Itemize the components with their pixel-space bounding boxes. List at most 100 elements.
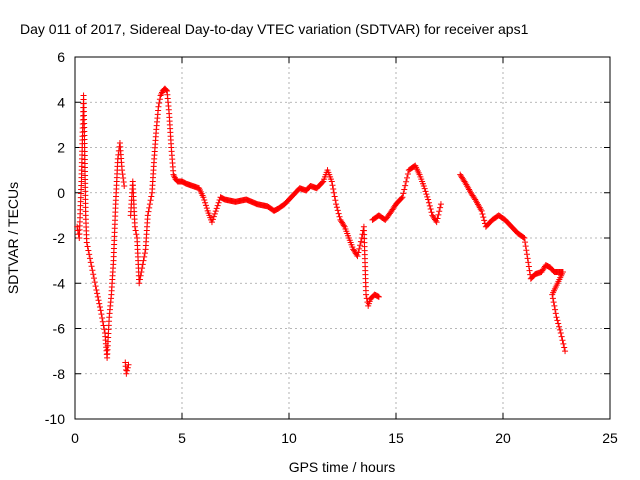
data-point — [357, 238, 364, 245]
data-point — [525, 259, 532, 266]
data-point — [358, 235, 365, 241]
data-point — [88, 263, 95, 270]
data-point — [145, 208, 152, 215]
data-point — [144, 212, 151, 219]
data-point — [553, 314, 560, 321]
data-point — [399, 194, 406, 201]
x-tick-label: 15 — [388, 430, 404, 446]
data-point — [212, 208, 219, 215]
data-point — [354, 253, 361, 260]
y-axis-label: SDTVAR / TECUs — [5, 182, 21, 294]
data-point — [210, 213, 217, 220]
data-point — [86, 251, 93, 258]
data-point — [99, 314, 106, 321]
y-axis-tick-labels: -10 -8 -6 -4 -2 0 2 4 6 — [45, 49, 65, 427]
data-point — [213, 205, 220, 212]
data-point — [96, 304, 103, 311]
data-point — [92, 283, 99, 290]
y-tick-label: -2 — [53, 230, 66, 246]
data-point — [155, 103, 162, 110]
data-point — [87, 259, 94, 266]
data-point — [561, 344, 568, 351]
data-point — [90, 275, 97, 282]
data-point — [558, 333, 565, 340]
data-point — [550, 299, 557, 306]
data-point — [525, 263, 532, 270]
data-point — [549, 295, 556, 302]
y-tick-label: 0 — [57, 185, 65, 201]
data-point — [400, 190, 407, 197]
y-tick-label: -4 — [53, 275, 66, 291]
data-point — [375, 293, 382, 300]
data-point — [480, 214, 487, 221]
data-point — [560, 340, 567, 347]
data-point — [214, 202, 221, 209]
data-point — [147, 197, 154, 204]
data-point — [333, 204, 340, 211]
data-point — [156, 96, 163, 103]
x-axis-tick-labels: 0 5 10 15 20 25 — [71, 430, 618, 446]
data-point — [523, 251, 530, 258]
data-point — [136, 280, 143, 287]
data-point — [356, 245, 363, 252]
data-point — [138, 268, 145, 275]
data-point — [556, 326, 563, 333]
data-point — [426, 202, 433, 209]
data-point — [437, 204, 444, 211]
data-point — [99, 318, 106, 325]
data-point — [74, 223, 81, 230]
data-point — [402, 182, 409, 189]
data-point — [156, 100, 163, 107]
data-point — [136, 276, 143, 283]
data-point — [332, 197, 339, 204]
data-point — [209, 216, 216, 223]
data-point — [215, 199, 222, 206]
data-point — [89, 267, 96, 274]
data-point — [121, 182, 128, 189]
data-point — [526, 267, 533, 274]
y-tick-label: 2 — [57, 140, 65, 156]
data-point — [549, 291, 556, 298]
data-point — [333, 201, 340, 208]
x-tick-label: 10 — [281, 430, 297, 446]
x-tick-label: 5 — [178, 430, 186, 446]
data-point — [363, 291, 370, 298]
data-point — [319, 179, 326, 186]
data-point — [141, 250, 148, 257]
data-point — [523, 247, 530, 254]
data-point — [521, 235, 528, 241]
data-point — [86, 255, 93, 262]
data-point — [520, 234, 527, 241]
data-point — [95, 297, 102, 304]
data-point — [330, 185, 337, 192]
data-point — [120, 175, 127, 182]
data-point — [100, 322, 107, 329]
data-point — [94, 293, 101, 300]
data-point — [433, 219, 440, 226]
data-point — [119, 167, 126, 174]
grid-lines — [75, 57, 610, 419]
data-point — [403, 178, 410, 185]
data-point — [437, 201, 444, 208]
data-point — [124, 367, 131, 374]
data-point — [328, 178, 335, 185]
data-point — [424, 193, 431, 200]
data-point — [522, 243, 529, 250]
data-point — [200, 194, 207, 201]
y-tick-label: 6 — [57, 49, 65, 65]
data-point — [421, 185, 428, 192]
data-point — [435, 211, 442, 218]
data-point — [120, 179, 127, 186]
x-tick-label: 25 — [602, 430, 618, 446]
data-point — [551, 302, 558, 309]
data-point — [97, 307, 104, 314]
data-point — [124, 364, 131, 371]
y-tick-label: -10 — [45, 411, 65, 427]
data-point — [398, 195, 405, 202]
data-point — [141, 253, 148, 260]
data-point — [146, 204, 153, 211]
data-point — [83, 239, 90, 246]
data-point — [425, 196, 432, 203]
data-point — [555, 320, 562, 327]
